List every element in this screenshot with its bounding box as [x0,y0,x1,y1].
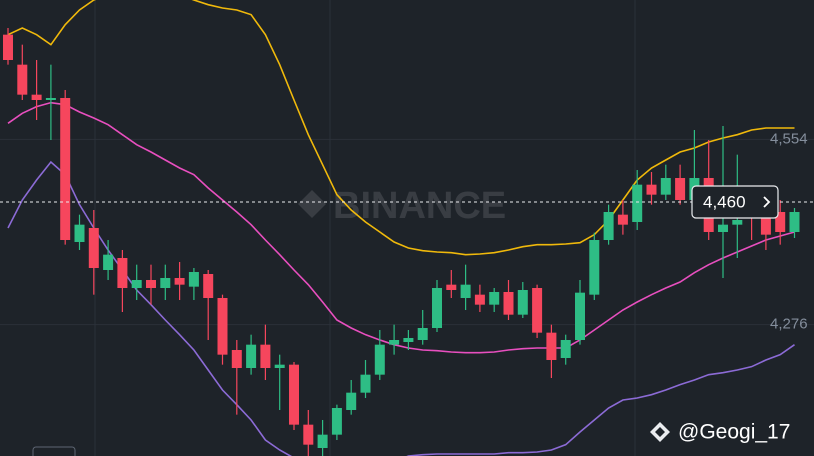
watermark-logo [298,190,326,218]
candle-body [31,94,42,100]
candle-body [446,284,457,290]
candle-body [103,254,114,270]
candle-body [632,184,643,222]
candle-body [389,340,400,345]
price-chevron [763,196,771,208]
candle-body [88,228,99,268]
candle-body [532,288,543,333]
candle-body [174,278,185,285]
candle-body [617,214,628,225]
candle-body [403,338,414,342]
y-tick-label: 4,276 [770,316,808,333]
candle-body [775,212,786,232]
candle-body [231,350,242,368]
candle-body [660,178,671,195]
credit-text: @Geogi_17 [678,421,790,444]
candle-body [74,224,85,242]
band-line [7,101,795,354]
candle-body [346,392,357,410]
candle-body [575,292,585,340]
candle-body [17,64,28,95]
y-tick-label: 4,554 [770,130,808,147]
candle-body [146,280,156,288]
candle-body [374,344,385,375]
candle-body [589,240,600,295]
candle-body [646,184,657,195]
price-box [691,185,779,219]
watermark-text: BINANCE [333,185,506,227]
candle-body [718,224,728,232]
candle-body [260,344,271,368]
candle-body [303,424,314,445]
watermark: BINANCE [298,185,506,227]
candle-body [789,212,800,232]
candle-body [217,298,228,355]
candle-body [246,344,257,368]
candle-body [517,290,528,315]
candle-body [546,332,557,360]
credit: @Geogi_17 [650,421,790,444]
price-label: 4,460 [703,192,746,211]
candle-body [603,212,614,240]
candle-body [417,328,428,340]
credit-logo [650,422,670,442]
candle-body [188,272,199,287]
candle-body [131,280,142,288]
candle-body [45,98,56,100]
candle-body [732,220,743,225]
band-line [7,160,795,456]
candle-body [474,294,485,305]
candle-body [560,340,571,358]
candle-body [274,364,285,368]
candle-body [289,364,299,425]
candle-body [60,98,71,240]
toolbar-box [32,446,76,456]
candle-body [675,178,686,200]
candle-body [489,292,500,305]
band-line [7,0,795,256]
candle-body [503,292,514,315]
candle-body [360,374,371,393]
candle-body [160,278,171,288]
candle-body [203,274,214,298]
candle-body [117,258,128,288]
candle-body [760,214,771,235]
candle-body [3,34,13,60]
candle-body [460,284,471,298]
candle-body [317,434,328,448]
candle-body [331,408,342,435]
candle-body [432,288,442,328]
